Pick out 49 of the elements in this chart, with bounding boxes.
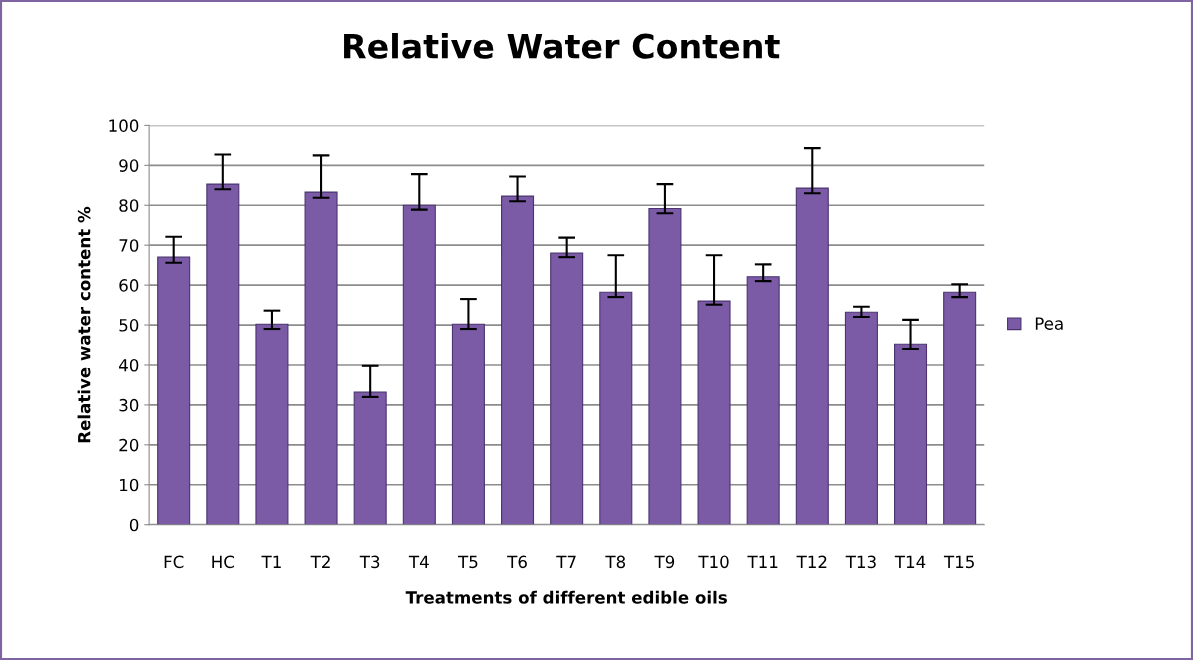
x-tick-label: T6 — [507, 555, 527, 569]
bar — [599, 291, 633, 525]
bar — [501, 195, 535, 525]
x-tick-label: T3 — [359, 555, 380, 569]
y-axis-title: Relative water content % — [77, 206, 91, 443]
bar — [943, 291, 977, 525]
bar — [402, 204, 436, 525]
bar — [255, 323, 289, 525]
x-tick-label: T4 — [408, 555, 429, 568]
bar — [795, 187, 829, 525]
y-tick-label: 90 — [119, 159, 139, 172]
x-axis-title: Treatments of different edible oils — [405, 590, 727, 604]
y-tick-label: 70 — [119, 239, 139, 252]
bar — [353, 391, 387, 525]
y-tick-label: 60 — [119, 279, 139, 292]
x-tick-label: T7 — [556, 555, 576, 568]
x-tick-label: T2 — [310, 555, 330, 568]
x-tick-label: T13 — [845, 555, 876, 569]
x-tick-label: T12 — [796, 555, 827, 568]
bar — [894, 343, 928, 525]
x-tick-label: FC — [164, 555, 184, 569]
y-tick-label: 100 — [109, 119, 139, 132]
legend-label: Pea — [1035, 317, 1063, 330]
x-tick-label: HC — [212, 555, 234, 569]
y-tick-label: 40 — [119, 358, 139, 372]
bar — [304, 191, 338, 525]
y-tick-label: 80 — [119, 199, 139, 212]
x-tick-label: T9 — [654, 555, 675, 569]
x-tick-label: T8 — [605, 555, 626, 569]
bar — [648, 207, 682, 525]
bar — [746, 276, 780, 525]
x-tick-label: T11 — [747, 555, 778, 568]
y-tick-label: 20 — [119, 438, 139, 452]
bar — [844, 311, 878, 525]
x-tick-label: T5 — [457, 555, 478, 569]
bar — [697, 300, 731, 525]
bar — [157, 256, 191, 525]
y-tick-label: 10 — [120, 478, 139, 492]
y-tick-label: 0 — [129, 518, 139, 532]
bar — [206, 183, 240, 525]
y-tick-label: 50 — [119, 319, 139, 332]
x-tick-label: T14 — [894, 555, 926, 568]
x-tick-label: T15 — [943, 555, 974, 569]
chart-title: Relative Water Content — [344, 33, 780, 59]
bar — [451, 323, 485, 525]
y-tick-label: 30 — [119, 398, 139, 412]
bar — [550, 252, 584, 525]
x-tick-label: T10 — [698, 555, 729, 569]
x-tick-label: T1 — [261, 555, 281, 568]
